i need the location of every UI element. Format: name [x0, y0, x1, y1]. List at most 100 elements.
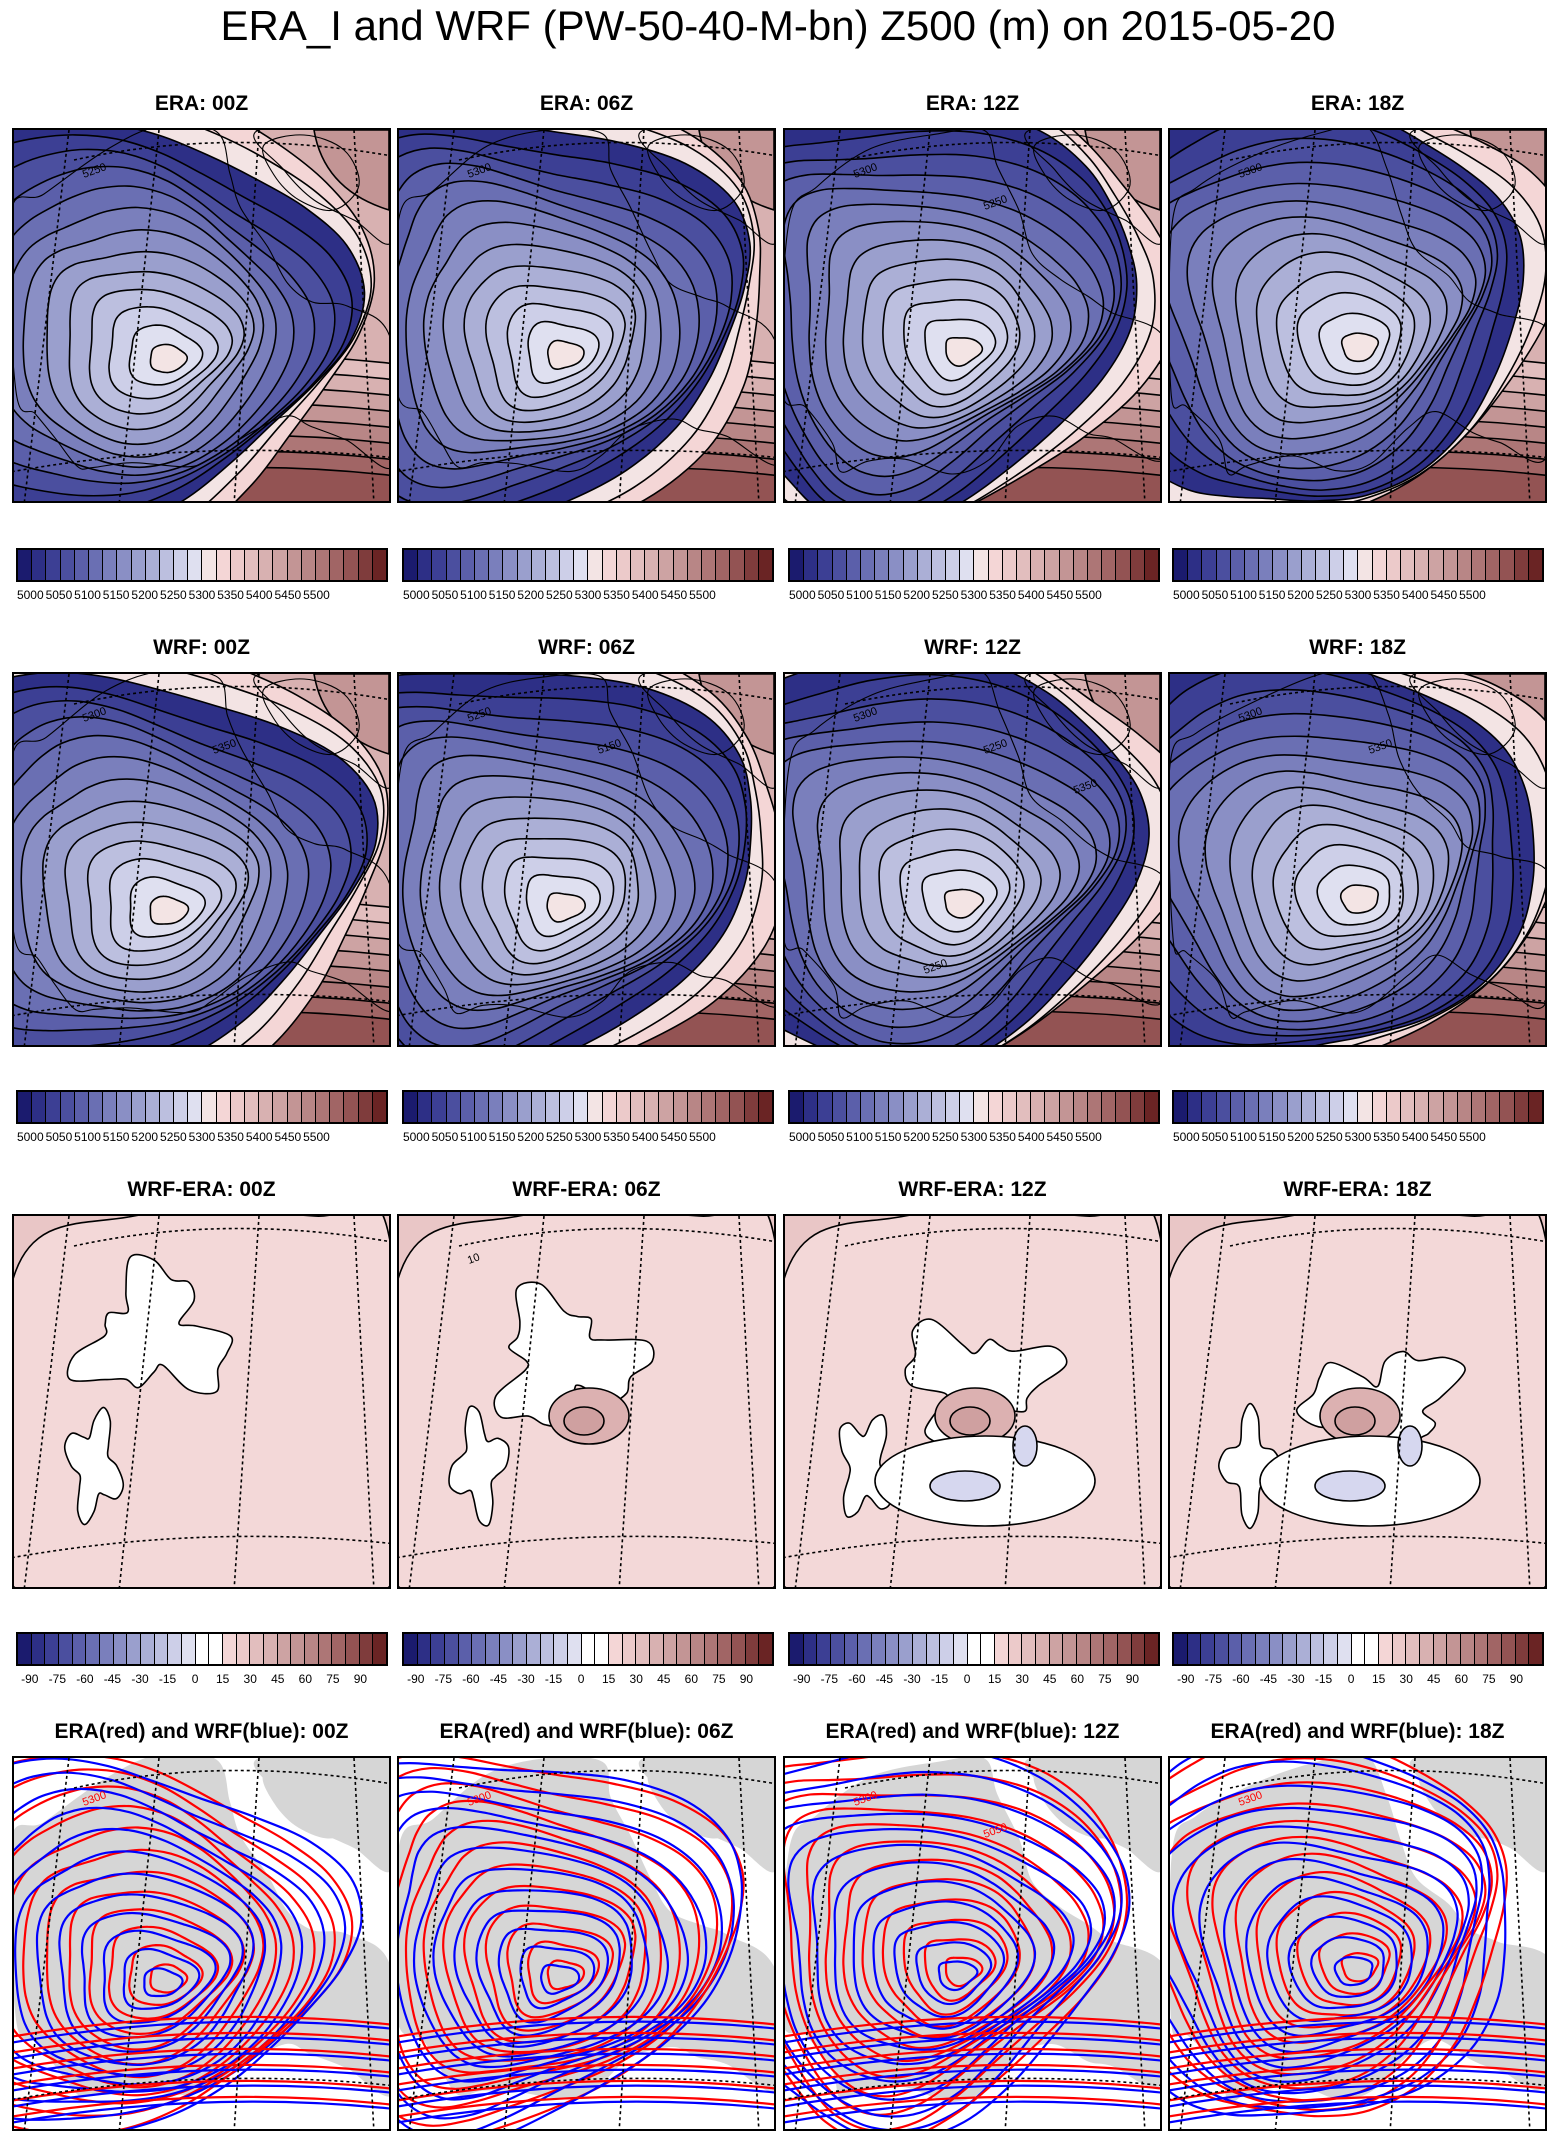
- colorbar-swatch: [872, 1634, 886, 1664]
- colorbar-swatch: [1202, 1092, 1217, 1122]
- z500-colorbar: 5000 5050 5100 5150 5200 5250 5300 5350 5400 5450…: [1172, 1090, 1544, 1148]
- colorbar-tick-label: 30: [629, 1672, 643, 1686]
- colorbar-tick-label: 90: [1509, 1672, 1524, 1686]
- colorbar-tick-label: 5150: [1258, 1130, 1286, 1144]
- colorbar-tick-label: 5400: [1401, 1130, 1429, 1144]
- colorbar-swatch: [432, 550, 447, 580]
- colorbar-swatch: [145, 550, 160, 580]
- colorbar-swatch: [974, 550, 989, 580]
- colorbar-tick-label: 15: [215, 1672, 230, 1686]
- colorbar-swatch: [1242, 1634, 1257, 1664]
- colorbar-swatch: [1351, 1634, 1366, 1664]
- overlay-map-panel: 5300: [12, 1756, 391, 2131]
- colorbar-swatch: [301, 1092, 316, 1122]
- colorbar-swatch: [1515, 1634, 1530, 1664]
- colorbar-swatch: [32, 1092, 47, 1122]
- colorbar-tick-label: 5050: [1201, 588, 1229, 602]
- colorbar-tick-label: 45: [1427, 1672, 1441, 1686]
- colorbar-tick-label: 45: [271, 1672, 285, 1686]
- colorbar-swatch: [446, 550, 461, 580]
- colorbar-swatch: [940, 1634, 955, 1664]
- colorbar-tick-label: 45: [657, 1672, 671, 1686]
- colorbar-swatch: [673, 1092, 688, 1122]
- colorbar-tick-label: 15: [987, 1672, 1002, 1686]
- colorbar-swatch: [103, 1092, 118, 1122]
- wrf-map-panel: 5250 5150: [397, 672, 776, 1047]
- colorbar-tick-label: 30: [243, 1672, 257, 1686]
- colorbar-swatch: [230, 550, 245, 580]
- colorbar-tick-label: 5450: [1046, 588, 1074, 602]
- colorbar-tick-label: 0: [963, 1672, 971, 1686]
- colorbar-tick-label: 5200: [903, 1130, 931, 1144]
- colorbar-swatch: [1201, 1634, 1216, 1664]
- colorbar-swatch: [372, 1092, 386, 1122]
- colorbar-swatches: [1172, 1090, 1544, 1124]
- z500-colorbar: 5000 5050 5100 5150 5200 5250 5300 5350 5400 5450…: [788, 1090, 1160, 1148]
- colorbar-swatch: [1215, 1634, 1229, 1664]
- colorbar-swatch: [141, 1634, 155, 1664]
- colorbar-tick-label: 5000: [788, 1130, 816, 1144]
- colorbar-swatch: [174, 1092, 189, 1122]
- era-map-panel: 5300: [397, 128, 776, 503]
- colorbar-swatch: [1049, 1634, 1064, 1664]
- colorbar-swatches: [16, 1632, 388, 1666]
- z500-colorbar: 5000 5050 5100 5150 5200 5250 5300 5350 5400 5450…: [788, 548, 1160, 606]
- colorbar-tick-label: 5150: [488, 1130, 516, 1144]
- colorbar-swatch: [1230, 1092, 1245, 1122]
- colorbar-tick-label: -15: [158, 1672, 177, 1686]
- colorbar-swatch: [946, 1092, 961, 1122]
- colorbar-swatch: [687, 1092, 702, 1122]
- colorbar-tick-label: 5400: [631, 1130, 659, 1144]
- colorbar-swatch: [344, 1092, 359, 1122]
- colorbar-swatch: [1379, 1634, 1393, 1664]
- colorbar-swatch: [230, 1092, 245, 1122]
- colorbar-tick-label: 5150: [102, 1130, 130, 1144]
- colorbar-swatch: [1118, 1634, 1132, 1664]
- colorbar-swatch: [616, 550, 631, 580]
- colorbar-swatch: [804, 1092, 819, 1122]
- colorbar-tick-label: -75: [820, 1672, 838, 1686]
- colorbar-swatch: [88, 1092, 104, 1122]
- panel-title: WRF: 06Z: [538, 636, 635, 659]
- colorbar-swatch: [113, 1634, 128, 1664]
- colorbar-swatch: [32, 550, 47, 580]
- colorbar-tick-label: 5500: [1459, 1130, 1486, 1144]
- colorbar-swatch: [645, 550, 660, 580]
- colorbar-swatch: [315, 550, 331, 580]
- colorbar-tick-label: 60: [1070, 1672, 1085, 1686]
- colorbar-swatch: [903, 1092, 918, 1122]
- colorbar-swatch: [609, 1634, 623, 1664]
- colorbar-swatch: [1471, 550, 1487, 580]
- colorbar-swatch: [460, 550, 475, 580]
- colorbar-swatches: [16, 1090, 388, 1124]
- colorbar-swatch: [86, 1634, 101, 1664]
- colorbar-tick-label: 60: [298, 1672, 313, 1686]
- colorbar-tick-label: 0: [1347, 1672, 1355, 1686]
- colorbar-swatch: [659, 550, 674, 580]
- colorbar-swatch: [131, 1092, 146, 1122]
- colorbar-swatch: [60, 550, 75, 580]
- colorbar-swatch: [931, 550, 947, 580]
- colorbar-tick-label: 5350: [989, 1130, 1016, 1144]
- colorbar-swatch: [889, 1092, 904, 1122]
- colorbar-swatch: [1130, 550, 1145, 580]
- colorbar-swatch: [860, 550, 876, 580]
- colorbar-swatch: [373, 1634, 387, 1664]
- colorbar-tick-label: 5250: [160, 588, 187, 602]
- colorbar-swatch: [803, 1634, 818, 1664]
- colorbar-tick-label: 5300: [574, 588, 602, 602]
- colorbar-swatch: [1188, 1092, 1203, 1122]
- colorbar-tick-label: 5150: [874, 1130, 902, 1144]
- colorbar-swatch: [359, 1634, 374, 1664]
- era-map-panel: 5300: [1168, 128, 1547, 503]
- colorbar-tick-label: 5350: [1373, 588, 1400, 602]
- colorbar-tick-label: 5250: [1316, 1130, 1343, 1144]
- colorbar-swatch: [202, 1092, 217, 1122]
- colorbar-tick-label: -45: [875, 1672, 894, 1686]
- diff-map-panel: 10: [397, 1214, 776, 1589]
- colorbar-swatch: [1474, 1634, 1489, 1664]
- colorbar-swatch: [1144, 550, 1158, 580]
- colorbar-swatch: [404, 1092, 419, 1122]
- colorbar-tick-label: 5000: [402, 588, 430, 602]
